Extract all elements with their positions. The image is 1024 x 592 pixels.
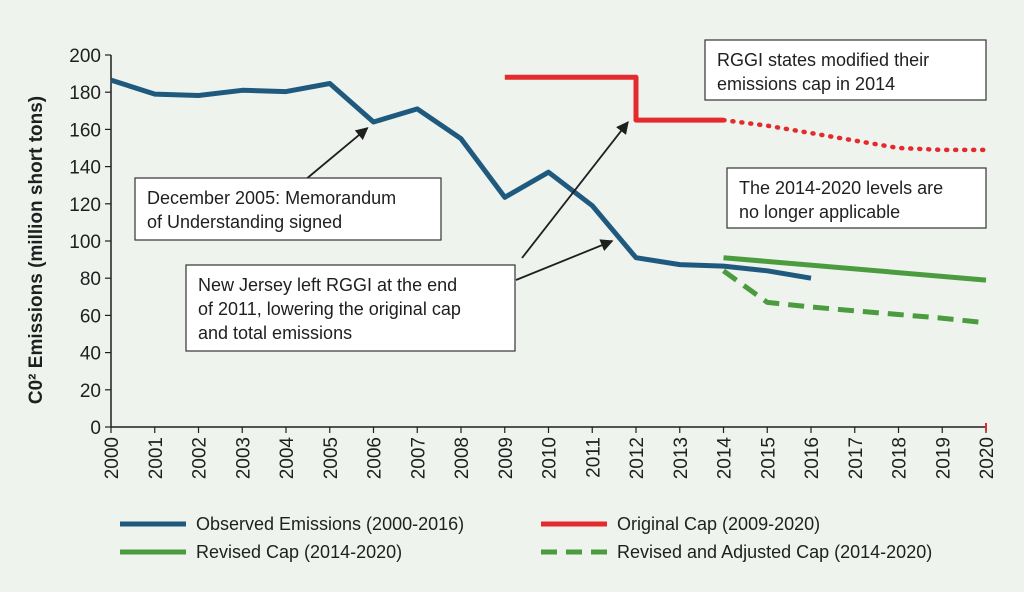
x-tick-label: 2019: [933, 437, 954, 479]
arrow-mou: [304, 127, 369, 181]
annotation-box: [134, 177, 442, 241]
legend: Observed Emissions (2000-2016) Original C…: [120, 514, 932, 562]
x-tick-label: 2000: [102, 437, 123, 479]
legend-item: Revised and Adjusted Cap (2014-2020): [541, 542, 932, 562]
y-tick-label: 160: [69, 120, 101, 141]
x-tick-label: 2005: [321, 437, 342, 479]
annotations-layer: December 2005: Memorandum of Understandin…: [134, 39, 987, 352]
arrow-nj-cap: [521, 121, 629, 259]
annotation-box: [726, 167, 987, 229]
x-tick-label: 2018: [890, 437, 911, 479]
y-tick-label: 120: [69, 195, 101, 216]
legend-item: Observed Emissions (2000-2016): [120, 514, 464, 534]
legend-item: Revised Cap (2014-2020): [120, 542, 402, 562]
y-tick-label: 100: [69, 232, 101, 253]
x-tick-label: 2012: [627, 437, 648, 479]
x-tick-label: 2009: [496, 437, 517, 479]
series-original_cap_dotted: [721, 117, 989, 153]
annotation-nj: New Jersey left RGGI at the end of 2011, …: [185, 264, 516, 352]
series-revised_cap: [723, 255, 987, 283]
annotation-line: RGGI states modified their: [717, 50, 929, 70]
annotation-line: of 2011, lowering the original cap: [198, 299, 461, 319]
x-tick-label: 2010: [540, 437, 561, 479]
y-tick-label: 180: [69, 83, 101, 104]
annotation-line: of Understanding signed: [147, 212, 342, 232]
y-tick-label: 200: [69, 46, 101, 67]
series-original_cap: [504, 74, 724, 123]
legend-label: Observed Emissions (2000-2016): [196, 514, 464, 534]
legend-label: Original Cap (2009-2020): [617, 514, 820, 534]
annotation-line: New Jersey left RGGI at the end: [198, 275, 457, 295]
x-tick-label: 2004: [277, 437, 298, 480]
y-tick-label: 20: [80, 381, 101, 402]
axes: 0 20 40 60 80 100 120 140 160 180 200 2000 2001 2002 2…: [69, 46, 998, 479]
arrow-nj-emissions: [515, 239, 614, 281]
annotation-modified: RGGI states modified their emissions cap …: [704, 39, 987, 101]
x-tick-label: 2007: [408, 437, 429, 479]
x-tick-label: 2014: [715, 437, 736, 480]
annotation-line: The 2014-2020 levels are: [739, 178, 943, 198]
y-tick-label: 40: [80, 344, 101, 365]
y-axis-label: C0² Emissions (million short tons): [26, 96, 47, 404]
x-tick-label: 2017: [846, 437, 867, 479]
x-tick-label: 2002: [190, 437, 211, 479]
series-layer: [110, 74, 989, 326]
x-tick-label: 2003: [233, 437, 254, 479]
annotation-box: [704, 39, 987, 101]
series-observed: [110, 77, 812, 281]
y-tick-label: 80: [80, 269, 101, 290]
annotation-line: no longer applicable: [739, 202, 900, 222]
legend-label: Revised and Adjusted Cap (2014-2020): [617, 542, 932, 562]
annotation-line: and total emissions: [198, 323, 352, 343]
x-tick-label: 2011: [583, 437, 604, 478]
y-tick-label: 60: [80, 306, 101, 327]
annotation-mou: December 2005: Memorandum of Understandin…: [134, 177, 442, 241]
arrows-layer: [304, 121, 629, 281]
x-tick-label: 2008: [452, 437, 473, 479]
x-tick-label: 2015: [758, 437, 779, 479]
x-tick-label: 2016: [802, 437, 823, 479]
annotation-box: [185, 264, 516, 352]
y-tick-label: 140: [69, 158, 101, 179]
legend-label: Revised Cap (2014-2020): [196, 542, 402, 562]
legend-item: Original Cap (2009-2020): [541, 514, 820, 534]
x-tick-label: 2001: [146, 437, 167, 479]
annotation-line: emissions cap in 2014: [717, 74, 895, 94]
series-revised_adjusted_cap: [722, 268, 987, 326]
annotation-levels: The 2014-2020 levels are no longer applic…: [726, 167, 987, 229]
x-tick-label: 2013: [671, 437, 692, 479]
x-tick-label: 2006: [365, 437, 386, 479]
x-tick-label: 2020: [977, 437, 998, 479]
y-tick-label: 0: [90, 418, 101, 439]
annotation-line: December 2005: Memorandum: [147, 188, 396, 208]
